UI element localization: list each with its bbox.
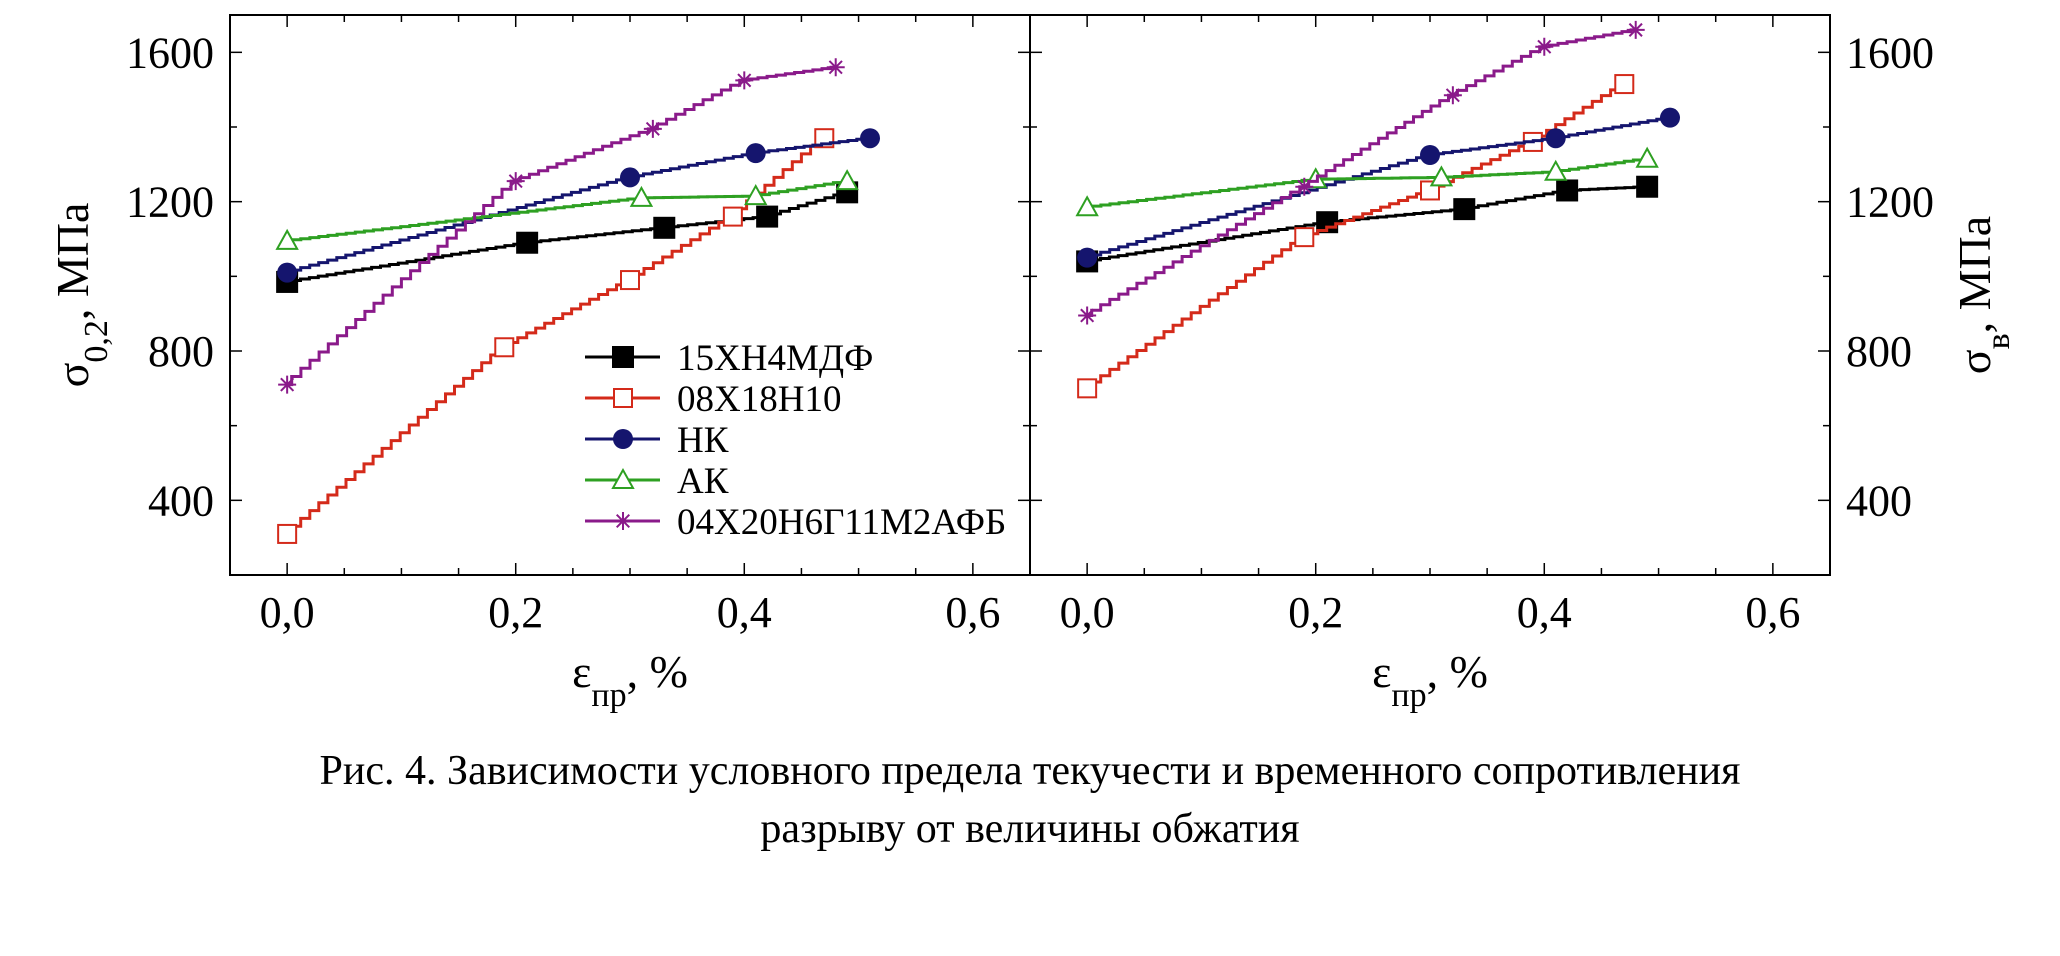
legend-marker [613, 388, 633, 408]
data-point [735, 71, 754, 90]
data-point [275, 228, 299, 250]
y-tick-label: 800 [148, 327, 214, 376]
legend-marker [612, 346, 634, 368]
series-line [1087, 116, 1670, 260]
data-point [835, 169, 859, 191]
y-tick-label: 1600 [1846, 28, 1934, 77]
data-point [1614, 74, 1635, 95]
legend-label: 08Х18Н10 [677, 379, 841, 420]
data-point [1556, 179, 1579, 202]
data-point [1077, 247, 1098, 268]
data-point [516, 231, 539, 254]
data-point [1626, 20, 1645, 39]
data-point [1295, 177, 1314, 196]
data-point [745, 143, 766, 164]
data-point [1075, 195, 1099, 217]
data-point [722, 206, 743, 227]
legend-label: НК [677, 420, 729, 461]
data-point [1636, 175, 1659, 198]
data-point [643, 119, 662, 138]
data-point [1635, 146, 1659, 168]
legend-label: 15ХН4МДФ [677, 338, 873, 379]
x-axis-title: εпр, % [572, 646, 688, 714]
figure-caption-line-2: разрыву от величины обжатия [760, 806, 1300, 852]
data-point [1078, 306, 1097, 325]
data-point [1544, 159, 1568, 181]
x-tick-label: 0,0 [1060, 588, 1115, 637]
series-15хн4мдф [276, 181, 859, 293]
data-point [1294, 227, 1315, 248]
data-point [277, 523, 298, 544]
figure: 0,0 0,2 0,4 0,6 400 800 1200 1600 εпр, % σ0,2, МП… [47, 14, 2017, 714]
y-tick-label: 400 [1846, 476, 1912, 525]
x-tick-label: 0,2 [1288, 588, 1343, 637]
data-point [1077, 378, 1098, 399]
chart-panel-2: 0,0 0,2 0,4 0,6 400 800 1200 1600 εпр, % σв, МПа [1029, 14, 2017, 714]
data-point [1535, 37, 1554, 56]
legend-label: 04Х20Н6Г11М2АФБ [677, 502, 1006, 543]
series-ак [275, 169, 859, 250]
data-point [826, 58, 845, 77]
data-point [1420, 145, 1440, 165]
figure-caption-line-1: Рис. 4. Зависимости условного предела те… [319, 748, 1741, 794]
y-tick-label: 400 [148, 476, 214, 525]
y-tick-label: 800 [1846, 327, 1912, 376]
legend-label: АК [677, 461, 729, 502]
data-point [744, 184, 768, 206]
series-нк [277, 128, 880, 283]
data-point [860, 128, 880, 149]
series-line [287, 190, 848, 284]
data-point [1545, 128, 1566, 149]
x-tick-label: 0,6 [1745, 588, 1800, 637]
data-point [506, 172, 525, 191]
x-tick-label: 0,4 [1517, 588, 1572, 637]
x-axis-title: εпр, % [1372, 646, 1488, 714]
x-tick-label: 0,0 [260, 588, 315, 637]
data-point [1429, 165, 1454, 187]
series-line [1087, 82, 1625, 390]
data-point [620, 270, 640, 291]
series-ак [1075, 146, 1659, 217]
x-tick-label: 0,2 [488, 588, 543, 637]
y-tick-label: 1200 [126, 178, 214, 227]
data-point [494, 337, 515, 358]
plot-frame [229, 14, 1031, 576]
series-15хн4мдф [1076, 175, 1659, 273]
data-point [653, 216, 676, 239]
plot-frame [1029, 14, 1831, 576]
legend-marker [611, 467, 635, 489]
series-line [287, 65, 836, 387]
data-point [1443, 86, 1462, 105]
series-08х18н10 [277, 128, 835, 544]
y-axis-title: σ0,2, МПа [47, 203, 115, 388]
chart-panel-1: 0,0 0,2 0,4 0,6 400 800 1200 1600 εпр, % σ0,2, МП… [47, 14, 1031, 714]
x-tick-label: 0,4 [717, 588, 772, 637]
y-axis-title: σв, МПа [1949, 216, 2017, 374]
legend-marker [614, 512, 632, 530]
data-point [1660, 107, 1680, 128]
series-line [287, 136, 870, 275]
legend-marker [613, 429, 633, 449]
series-04х20н6г11м2афб [1078, 20, 1645, 325]
series-04х20н6г11м2афб [278, 58, 845, 394]
data-point [278, 375, 297, 394]
x-tick-label: 0,6 [945, 588, 1000, 637]
data-point [277, 262, 298, 283]
data-point [620, 167, 640, 188]
data-point [629, 185, 654, 207]
series-line [1087, 185, 1648, 263]
data-point [756, 205, 779, 228]
series-нк [1077, 107, 1680, 268]
data-point [1453, 198, 1476, 221]
y-tick-label: 1200 [1846, 178, 1934, 227]
y-tick-label: 1600 [126, 28, 214, 77]
